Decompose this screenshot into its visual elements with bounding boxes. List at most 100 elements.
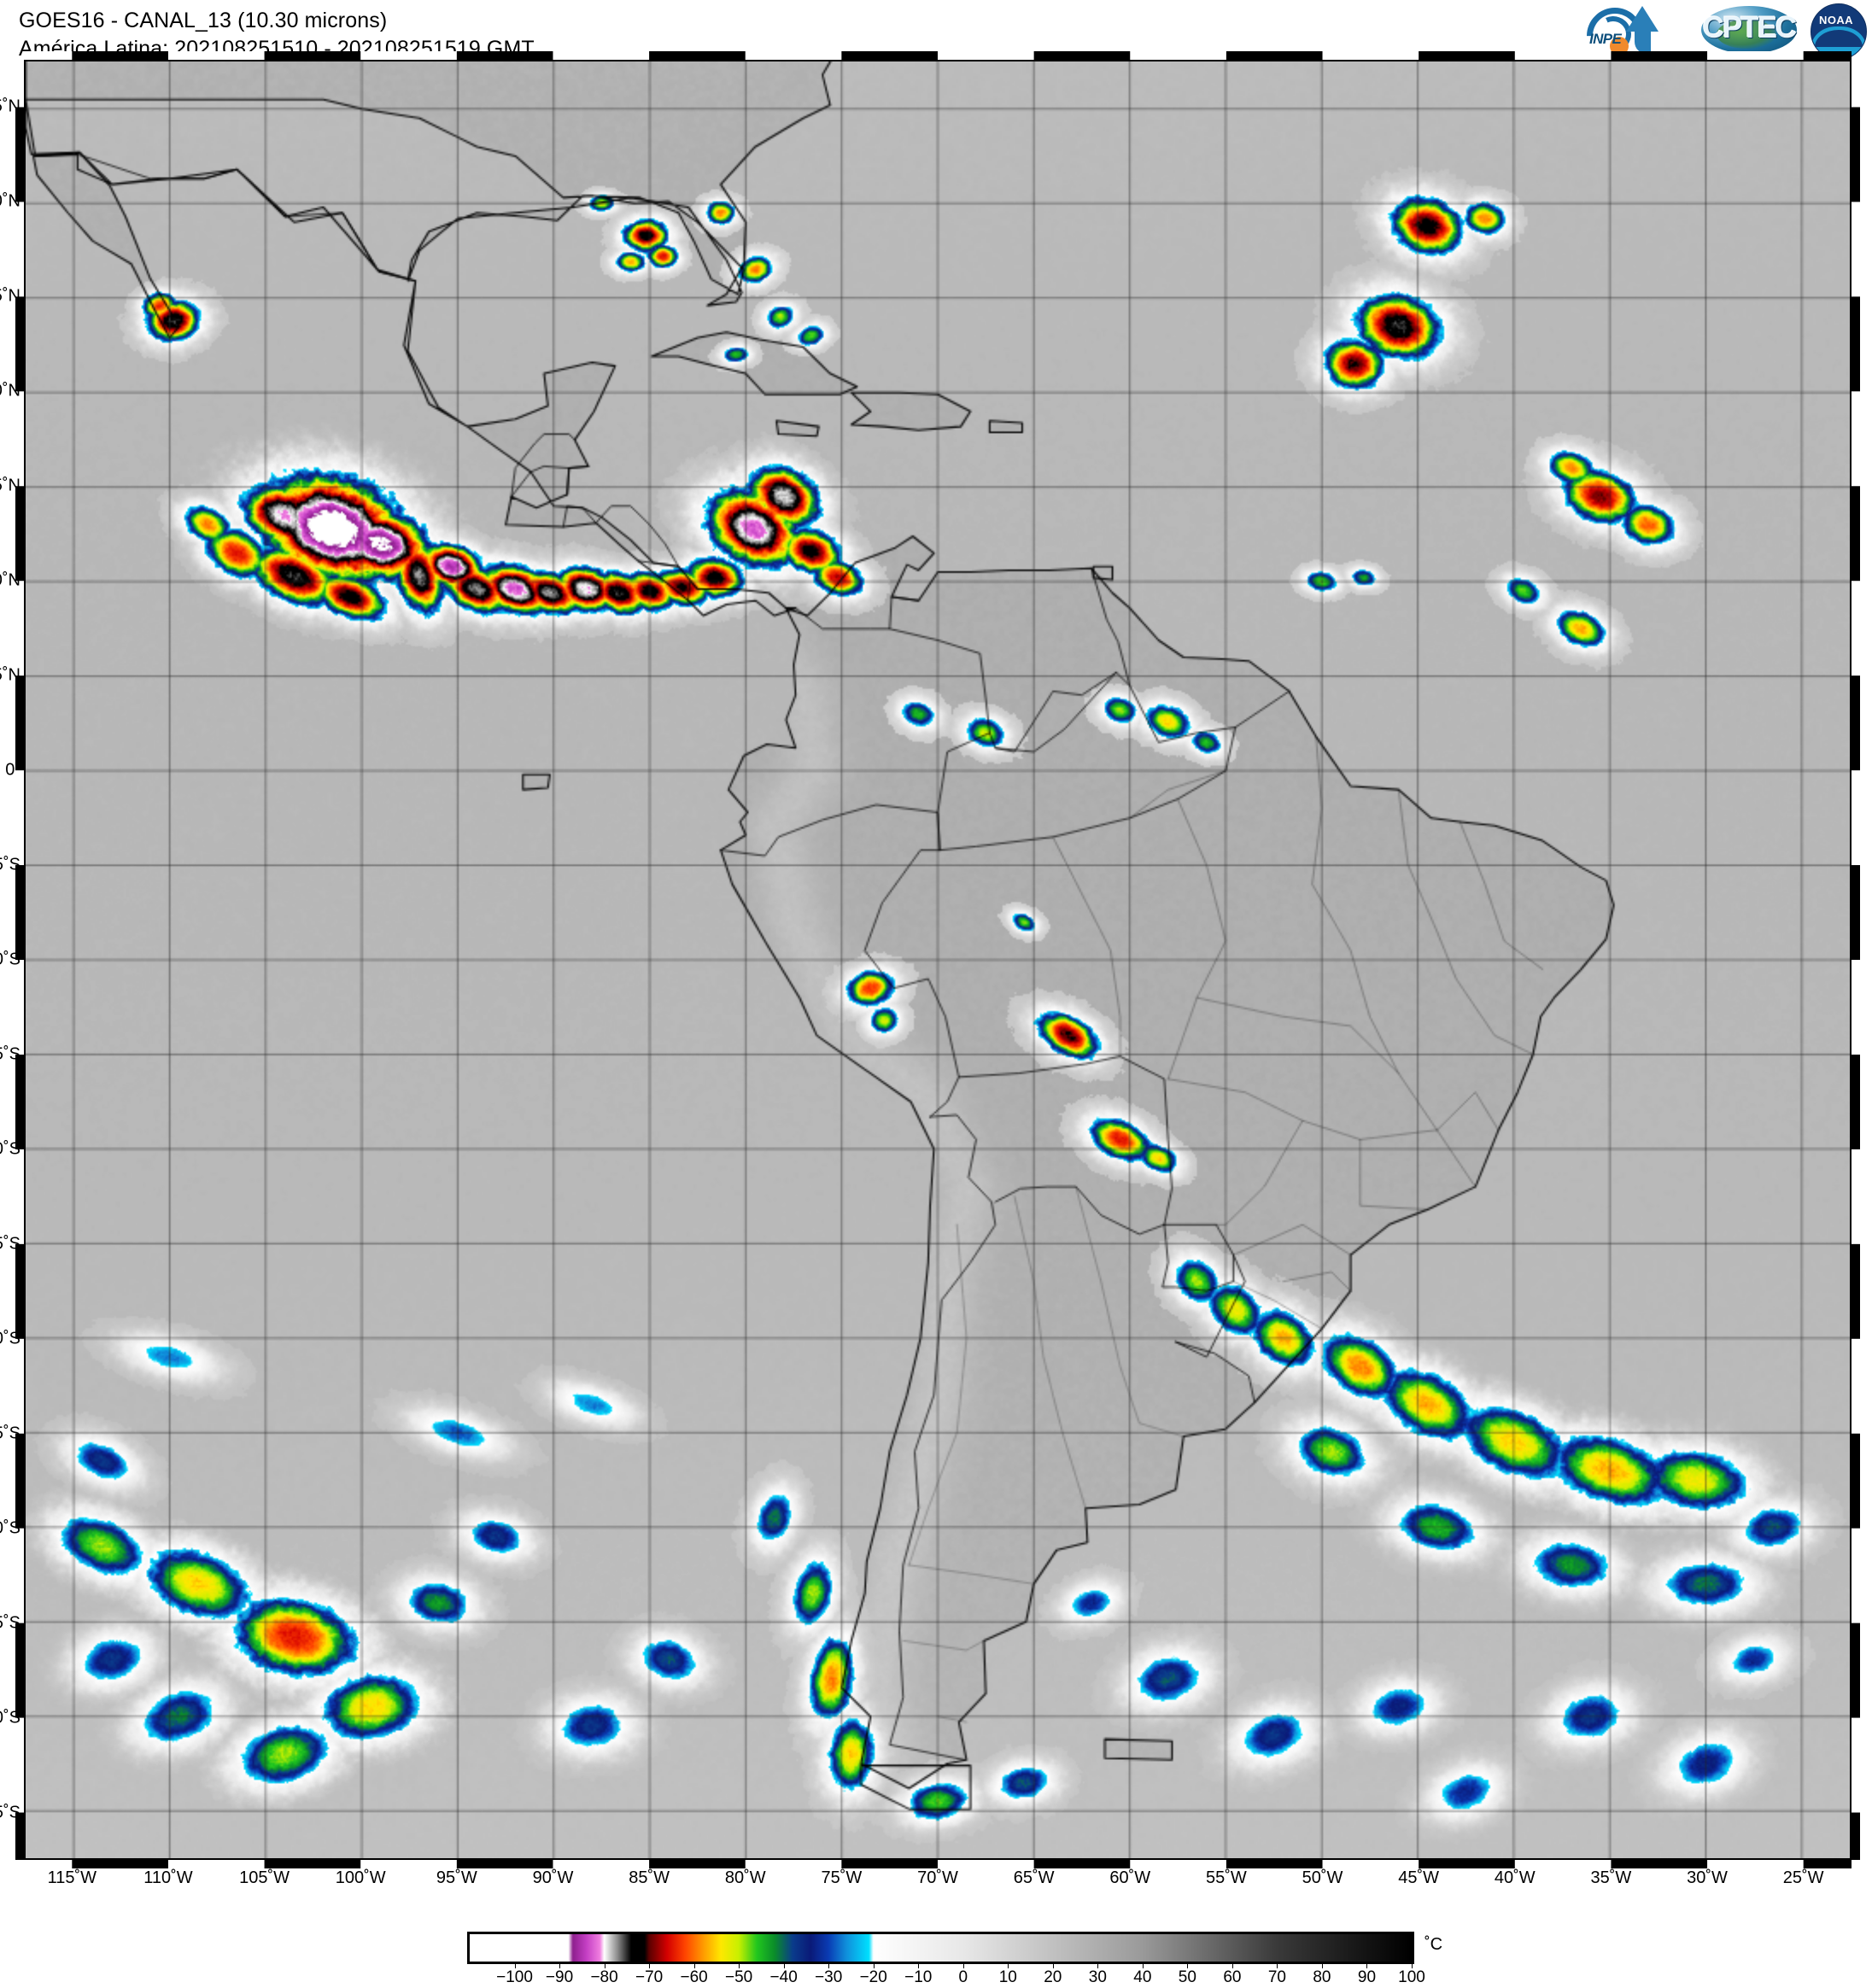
colorbar-unit-label: ˚C	[1424, 1935, 1443, 1954]
longitude-tick-label: 65˚W	[1013, 1868, 1055, 1887]
longitude-tick-label: 85˚W	[629, 1868, 670, 1887]
colorbar-tick-label: 60	[1223, 1968, 1242, 1986]
longitude-tick-label: 75˚W	[821, 1868, 863, 1887]
colorbar-tick-label: 70	[1267, 1968, 1286, 1986]
noaa-circle-shape	[1811, 3, 1867, 60]
longitude-tick-label: 45˚W	[1398, 1868, 1440, 1887]
longitude-tick-label: 35˚W	[1590, 1868, 1632, 1887]
latitude-tick-label: 45˚S	[0, 1613, 20, 1633]
colorbar-tick-label: −90	[545, 1968, 574, 1986]
colorbar-tick-label: −70	[635, 1968, 664, 1986]
longitude-tick-label: 70˚W	[917, 1868, 958, 1887]
latitude-tick-label: 10˚S	[0, 950, 20, 969]
colorbar-tick-label: −30	[815, 1968, 843, 1986]
title-block: GOES16 - CANAL_13 (10.30 microns) Améric…	[19, 7, 535, 62]
colorbar-tick-label: 100	[1398, 1968, 1425, 1986]
longitude-tick-label: 90˚W	[532, 1868, 574, 1887]
longitude-tick-label: 115˚W	[47, 1868, 97, 1887]
inpe-arrow-icon	[1626, 6, 1658, 32]
longitude-tick-label: 25˚W	[1782, 1868, 1824, 1887]
latitude-tick-label: 0˚	[5, 760, 20, 780]
colorbar-tick-mark	[1277, 1964, 1278, 1968]
colorbar-box	[467, 1932, 1414, 1964]
colorbar-tick-mark	[693, 1964, 695, 1968]
latitude-tick-label: 25˚N	[0, 286, 20, 306]
colorbar-tick-mark	[1008, 1964, 1009, 1968]
latitude-tick-label: 20˚S	[0, 1139, 20, 1159]
latitude-tick-label: 40˚S	[0, 1518, 20, 1538]
colorbar-tick-mark	[514, 1964, 516, 1968]
colorbar-tick-mark	[1366, 1964, 1368, 1968]
inpe-orange-dot	[1610, 37, 1629, 56]
colorbar-tick-mark	[1142, 1964, 1144, 1968]
longitude-tick-label: 50˚W	[1302, 1868, 1343, 1887]
colorbar-tick-mark	[649, 1964, 651, 1968]
latitude-tick-label: 55˚S	[0, 1803, 20, 1822]
inpe-wordmark: INPE	[1589, 31, 1622, 47]
colorbar: −100 −90 −80 −70 −60 −50 −40 −30 −20 −10 0 10 20 30 40…	[24, 1932, 1852, 1986]
latitude-tick-label: 30˚N	[0, 191, 20, 211]
header-bar: GOES16 - CANAL_13 (10.30 microns) Améric…	[0, 0, 1872, 76]
longitude-tick-label: 100˚W	[335, 1868, 386, 1887]
latitude-tick-label: 25˚S	[0, 1234, 20, 1254]
cptec-globe-shape	[1701, 6, 1797, 54]
colorbar-tick-mark	[1412, 1964, 1413, 1968]
colorbar-tick-mark	[783, 1964, 785, 1968]
latitude-tick-label: 35˚S	[0, 1424, 20, 1443]
noaa-wordmark: NOAA	[1819, 14, 1853, 26]
colorbar-tick-label: 80	[1313, 1968, 1331, 1986]
longitude-tick-label: 55˚W	[1205, 1868, 1247, 1887]
cptec-land-shape	[1717, 20, 1776, 49]
colorbar-tick-label: 20	[1044, 1968, 1062, 1986]
colorbar-tick-mark	[1187, 1964, 1189, 1968]
colorbar-tick-label: 10	[998, 1968, 1017, 1986]
colorbar-tick-label: 30	[1088, 1968, 1107, 1986]
latitude-tick-band-right	[1852, 60, 1860, 1860]
inpe-arrow-stem	[1635, 28, 1651, 54]
colorbar-tick-label: −50	[725, 1968, 753, 1986]
longitude-tick-label: 110˚W	[143, 1868, 193, 1887]
colorbar-tick-mark	[1321, 1964, 1323, 1968]
colorbar-tick-mark	[1052, 1964, 1054, 1968]
colorbar-tick-label: −100	[496, 1968, 533, 1986]
longitude-tick-label: 80˚W	[724, 1868, 766, 1887]
latitude-tick-label: 5˚S	[0, 855, 20, 874]
colorbar-tick-label: −40	[769, 1968, 798, 1986]
colorbar-tick-mark	[962, 1964, 964, 1968]
colorbar-tick-mark	[918, 1964, 920, 1968]
colorbar-tick-mark	[739, 1964, 740, 1968]
colorbar-tick-mark	[828, 1964, 830, 1968]
colorbar-tick-mark	[1097, 1964, 1099, 1968]
latitude-tick-label: 35˚N	[0, 96, 20, 116]
colorbar-tick-label: −80	[590, 1968, 618, 1986]
longitude-tick-label: 95˚W	[436, 1868, 477, 1887]
colorbar-tick-label: −60	[680, 1968, 708, 1986]
colorbar-tick-label: 50	[1178, 1968, 1196, 1986]
latitude-tick-label: 30˚S	[0, 1329, 20, 1348]
colorbar-tick-label: −20	[859, 1968, 887, 1986]
latitude-tick-label: 10˚N	[0, 570, 20, 590]
inpe-logo-icon: INPE	[1575, 0, 1689, 76]
colorbar-tick-label: 40	[1133, 1968, 1152, 1986]
longitude-axis: 115˚W 110˚W 105˚W 100˚W 95˚W 90˚W 85˚W 80˚W 75˚W…	[24, 1868, 1852, 1894]
colorbar-tick-label: 0	[958, 1968, 968, 1986]
satellite-map-area	[15, 51, 1860, 1868]
latitude-tick-label: 15˚N	[0, 476, 20, 495]
colorbar-tick-label: 90	[1357, 1968, 1377, 1986]
longitude-tick-label: 105˚W	[239, 1868, 290, 1887]
longitude-tick-label: 30˚W	[1687, 1868, 1728, 1887]
latitude-tick-label: 50˚S	[0, 1708, 20, 1728]
latitude-tick-label: 15˚S	[0, 1044, 20, 1064]
cptec-logo-icon: CPTEC	[1698, 3, 1800, 57]
latitude-tick-label: 5˚N	[0, 665, 20, 685]
noaa-logo-icon: NOAA	[1809, 3, 1869, 60]
page-subtitle: América Latina: 202108251510 - 202108251…	[19, 36, 535, 61]
map-frame	[24, 60, 1852, 1860]
colorbar-ticks: −100 −90 −80 −70 −60 −50 −40 −30 −20 −10 0 10 20 30 40…	[467, 1964, 1425, 1986]
longitude-tick-band-bottom	[24, 1860, 1852, 1868]
colorbar-tick-mark	[559, 1964, 561, 1968]
latitude-tick-label: 20˚N	[0, 381, 20, 401]
longitude-tick-label: 60˚W	[1109, 1868, 1151, 1887]
cptec-wordmark: CPTEC	[1702, 11, 1798, 44]
colorbar-tick-mark	[1231, 1964, 1233, 1968]
